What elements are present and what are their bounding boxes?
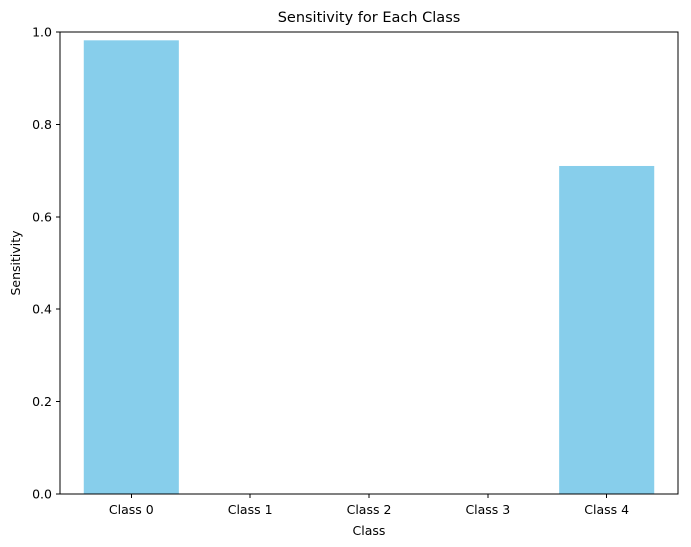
y-tick-label: 1.0	[32, 25, 52, 40]
x-axis: Class 0 Class 1 Class 2 Class 3 Class 4	[109, 494, 629, 517]
y-tick-label: 0.6	[32, 209, 52, 224]
x-tick-label: Class 0	[109, 502, 154, 517]
y-axis-label: Sensitivity	[8, 230, 23, 296]
y-tick-label: 0.0	[32, 487, 52, 502]
x-axis-label: Class	[353, 523, 386, 538]
x-tick-label: Class 4	[584, 502, 629, 517]
bar-class-0	[83, 40, 179, 494]
y-tick-label: 0.4	[32, 302, 52, 317]
bar-class-4	[559, 165, 655, 495]
y-axis: 0.0 0.2 0.4 0.6 0.8 1.0	[32, 25, 60, 502]
x-tick-label: Class 2	[347, 502, 392, 517]
x-tick-label: Class 3	[465, 502, 510, 517]
x-tick-label: Class 1	[228, 502, 273, 517]
chart-title: Sensitivity for Each Class	[278, 10, 461, 26]
bars-group	[83, 40, 655, 495]
y-tick-label: 0.8	[32, 117, 52, 132]
y-tick-label: 0.2	[32, 394, 52, 409]
